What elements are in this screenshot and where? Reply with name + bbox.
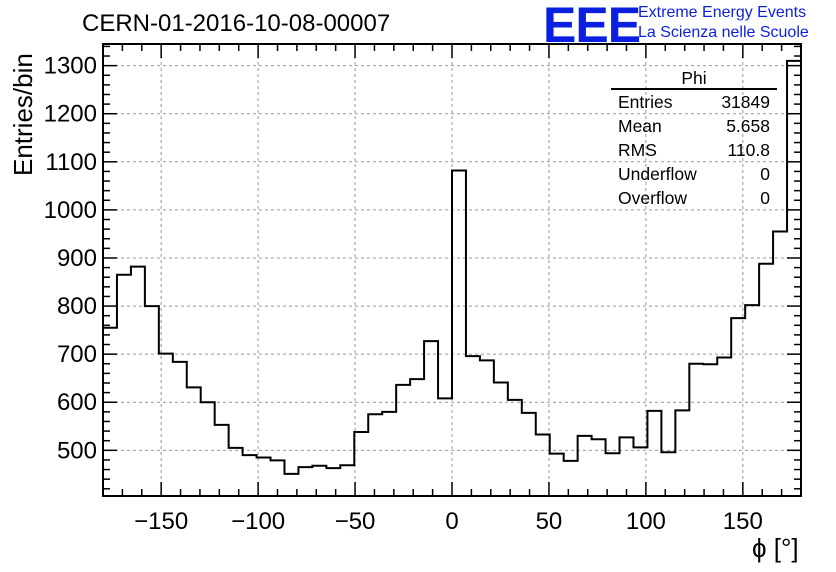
y-tick-label: 600: [57, 389, 97, 416]
stats-name: Phi: [611, 68, 777, 90]
stats-value: 31849: [721, 92, 770, 112]
stats-row: RMS 110.8: [611, 138, 777, 162]
stats-key: Entries: [618, 92, 673, 112]
stats-key: Overflow: [618, 188, 688, 208]
stats-key: RMS: [618, 140, 657, 160]
histogram-line: [103, 59, 801, 475]
logo-text: EEE: [543, 0, 641, 53]
logo-line-2: La Scienza nelle Scuole: [638, 24, 809, 41]
axis-ticks: [102, 44, 802, 496]
x-tick-label: −100: [231, 508, 285, 535]
stats-value: 110.8: [727, 140, 771, 160]
stats-row: Mean 5.658: [611, 114, 777, 138]
y-tick-label: 1300: [44, 53, 97, 80]
y-axis-label: Entries/bin: [8, 53, 38, 176]
y-tick-label: 900: [57, 245, 97, 272]
stats-value: 0: [760, 164, 770, 184]
stats-row: Underflow 0: [611, 162, 777, 186]
x-tick-label: −150: [134, 508, 188, 535]
y-tick-label: 1200: [44, 101, 97, 128]
stats-row: Overflow 0: [611, 186, 777, 210]
x-tick-label: −50: [335, 508, 376, 535]
x-tick-label: 100: [626, 508, 666, 535]
logo-line-1: Extreme Energy Events: [638, 4, 807, 21]
x-tick-label: 150: [723, 508, 763, 535]
y-tick-label: 800: [57, 293, 97, 320]
stats-box: Phi Entries 31849 Mean 5.658 RMS 110.8 Unde…: [611, 68, 777, 210]
y-tick-label: 1100: [45, 149, 97, 176]
stats-value: 0: [760, 188, 770, 208]
y-tick-label: 500: [57, 437, 97, 464]
x-tick-label: 0: [445, 508, 458, 535]
stats-key: Mean: [618, 116, 662, 136]
stats-key: Underflow: [618, 164, 697, 184]
plot-title: CERN-01-2016-10-08-00007: [82, 10, 391, 37]
stats-value: 5.658: [726, 116, 770, 136]
x-tick-label: 50: [536, 508, 563, 535]
stats-row: Entries 31849: [611, 90, 777, 114]
tick-labels: −150 −100 −50 0 50 100 150 500 600 700 800 900 1000 1…: [44, 53, 763, 535]
y-tick-label: 700: [57, 341, 97, 368]
y-tick-label: 1000: [44, 197, 97, 224]
x-axis-label: ϕ [°]: [752, 533, 799, 563]
